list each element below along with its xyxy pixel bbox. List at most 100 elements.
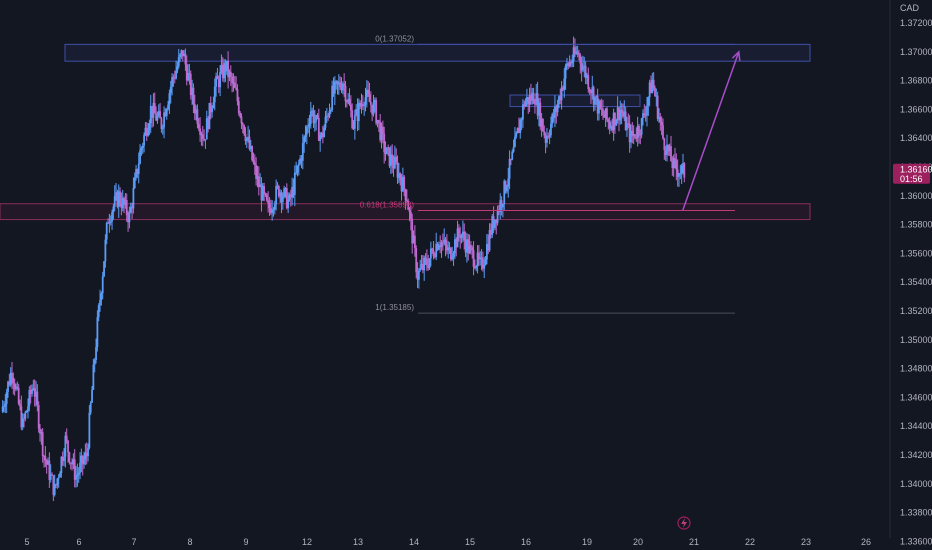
candle-bull	[168, 93, 171, 105]
candle-bear	[421, 264, 424, 271]
candle-bull	[40, 432, 43, 434]
candle-bull	[177, 56, 180, 67]
candle-bull	[616, 107, 619, 120]
candle-bull	[499, 200, 502, 212]
candle-bull	[323, 127, 326, 138]
candle-bull	[526, 97, 528, 102]
x-tick-label: 9	[243, 537, 248, 547]
candle-bear	[580, 63, 583, 71]
candle-bull	[219, 71, 222, 88]
candle-bear	[574, 47, 576, 54]
candle-bull	[295, 172, 298, 174]
candle-bull	[668, 146, 671, 152]
candle-bear	[243, 125, 246, 134]
candle-bull	[506, 186, 508, 192]
candle-bear	[391, 154, 394, 165]
candle-bull	[247, 136, 250, 139]
candle-bear	[444, 239, 447, 245]
candle-bull	[89, 402, 92, 413]
candle-bear	[184, 53, 187, 65]
candle-bear	[638, 125, 640, 135]
candle-bull	[5, 391, 8, 405]
candle-bull	[301, 143, 304, 161]
candle-bull	[211, 108, 214, 113]
candle-bear	[61, 456, 64, 462]
candle-bull	[550, 123, 552, 136]
candle-bear	[125, 200, 128, 216]
projection-arrow-line	[682, 51, 740, 211]
candle-bull	[564, 65, 567, 79]
candle-bear	[253, 162, 256, 165]
candle-bear	[675, 160, 678, 170]
candle-bear	[588, 88, 591, 92]
candle-bear	[457, 228, 460, 235]
candle-bull	[92, 364, 95, 390]
candle-bear	[236, 89, 239, 102]
candle-bear	[490, 230, 492, 235]
candle-bull	[128, 212, 131, 223]
x-tick-label: 8	[187, 537, 192, 547]
candle-bear	[231, 76, 234, 83]
candle-bull	[554, 106, 556, 118]
candle-bear	[404, 189, 407, 201]
candle-bear	[164, 112, 167, 116]
candle-bear	[534, 103, 536, 105]
x-tick-label: 13	[353, 537, 363, 547]
candle-bear	[532, 92, 535, 104]
candle-bear	[408, 209, 411, 213]
candle-bear	[463, 231, 466, 241]
candle-bear	[33, 388, 36, 397]
candle-bear	[173, 77, 176, 79]
candle-bull	[32, 388, 35, 390]
candle-bull	[491, 216, 494, 235]
candle-bull	[279, 192, 282, 197]
candle-bear	[280, 192, 283, 203]
candle-bear	[348, 99, 351, 105]
projection-arrow-head	[731, 50, 741, 61]
candle-bull	[191, 87, 193, 96]
candle-bull	[171, 77, 173, 87]
candle-bull	[109, 221, 112, 223]
candle-bull	[540, 118, 543, 127]
candle-bull	[672, 158, 675, 169]
candle-bull	[447, 247, 450, 251]
candle-bull	[460, 234, 463, 239]
candle-bull	[651, 79, 654, 93]
candle-bull	[376, 120, 379, 124]
y-tick-label: 1.36800	[900, 76, 932, 86]
candle-bull	[648, 82, 651, 98]
candle-bull	[141, 145, 144, 148]
candle-bear	[255, 164, 258, 179]
candle-bull	[60, 456, 63, 474]
candle-bear	[181, 50, 184, 57]
candle-bull	[324, 116, 327, 128]
candle-bull	[63, 456, 65, 462]
candle-bear	[227, 60, 230, 78]
candle-bull	[630, 130, 632, 143]
x-tick-label: 26	[861, 537, 871, 547]
candle-bear	[676, 169, 679, 177]
candle-bear	[264, 193, 267, 195]
candle-bull	[443, 239, 446, 243]
lightning-icon[interactable]	[677, 516, 691, 530]
candle-bear	[670, 146, 672, 162]
candle-bear	[153, 103, 156, 114]
candle-bull	[144, 127, 147, 136]
candle-bull	[59, 473, 61, 478]
x-tick-label: 14	[409, 537, 419, 547]
candle-bull	[195, 109, 197, 114]
candle-bull	[143, 135, 145, 146]
candle-bull	[15, 386, 17, 390]
candle-bull	[104, 239, 107, 262]
candle-bull	[456, 228, 459, 248]
candle-bear	[37, 404, 40, 429]
candle-bear	[216, 76, 219, 80]
candle-bear	[67, 440, 69, 453]
candle-bull	[419, 268, 422, 271]
candle-bear	[136, 169, 139, 174]
candle-bull	[335, 81, 338, 83]
candle-bull	[205, 118, 208, 140]
candle-bear	[193, 103, 196, 114]
